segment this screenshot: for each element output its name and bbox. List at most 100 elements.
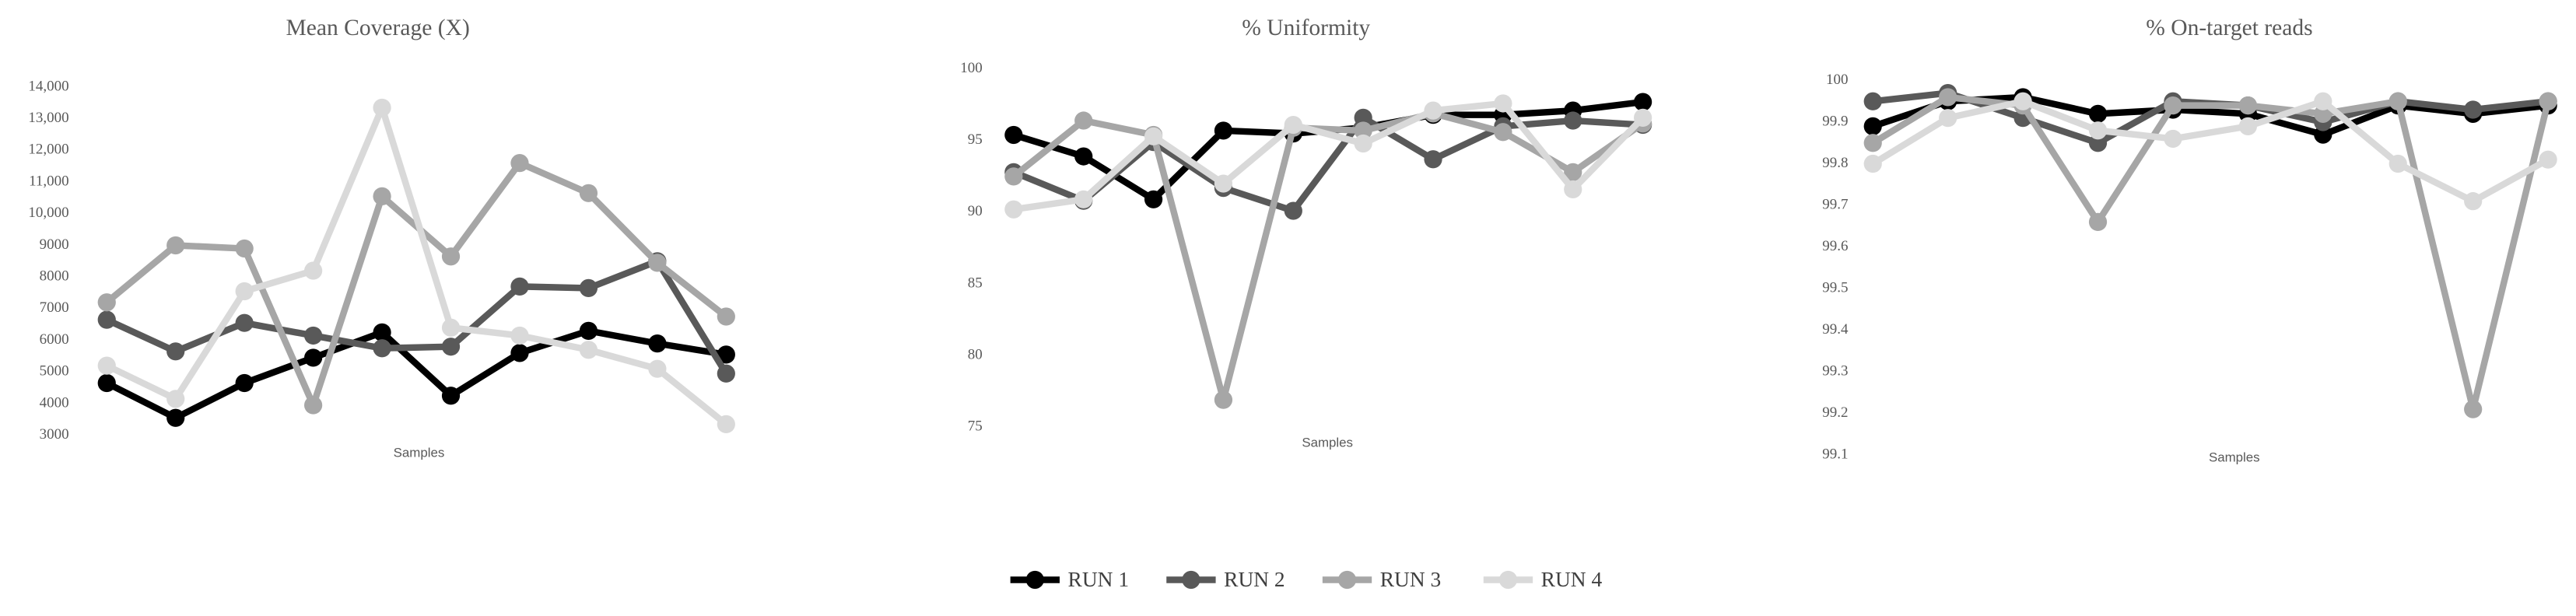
data-point bbox=[441, 338, 461, 356]
legend-marker bbox=[1025, 570, 1044, 590]
y-tick-label: 75 bbox=[968, 418, 983, 434]
data-point bbox=[1494, 123, 1512, 142]
x-axis-label: Samples bbox=[1302, 436, 1353, 450]
y-tick-label: 90 bbox=[968, 203, 983, 219]
data-point bbox=[1284, 115, 1302, 135]
data-point bbox=[510, 154, 529, 173]
data-point bbox=[97, 373, 116, 393]
y-tick-label: 99.6 bbox=[1822, 238, 1848, 254]
y-tick-label: 99.3 bbox=[1822, 362, 1848, 379]
data-point bbox=[1144, 127, 1163, 145]
data-point bbox=[166, 390, 185, 408]
data-point bbox=[1074, 111, 1093, 130]
y-tick-label: 3000 bbox=[40, 426, 69, 443]
data-point bbox=[303, 326, 323, 345]
data-point bbox=[441, 247, 461, 266]
data-point bbox=[2088, 121, 2108, 140]
y-tick-label: 11,000 bbox=[29, 173, 69, 189]
data-point bbox=[2088, 212, 2108, 232]
data-point bbox=[1424, 101, 1442, 120]
data-point bbox=[1939, 88, 1957, 107]
data-point bbox=[1939, 109, 1957, 128]
y-tick-label: 99.2 bbox=[1822, 404, 1848, 421]
data-point bbox=[579, 278, 598, 298]
data-point bbox=[1494, 94, 1512, 113]
data-point bbox=[2539, 92, 2557, 110]
data-point bbox=[2314, 92, 2332, 110]
data-point bbox=[373, 323, 391, 341]
data-point bbox=[1564, 111, 1582, 130]
data-point bbox=[235, 313, 254, 332]
data-point bbox=[97, 310, 116, 329]
y-tick-label: 99.7 bbox=[1822, 196, 1848, 212]
legend-label: RUN 2 bbox=[1224, 568, 1285, 591]
y-tick-label: 10,000 bbox=[28, 205, 68, 221]
legend-marker bbox=[1182, 570, 1200, 590]
data-point bbox=[1214, 121, 1233, 140]
y-tick-label: 100 bbox=[1826, 72, 1849, 88]
data-point bbox=[1633, 93, 1652, 111]
y-tick-label: 14,000 bbox=[28, 78, 68, 94]
chart-title: Mean Coverage (X) bbox=[286, 16, 470, 40]
y-tick-label: 4000 bbox=[40, 394, 69, 411]
data-point bbox=[2388, 154, 2407, 173]
y-tick-label: 13,000 bbox=[28, 110, 68, 126]
data-point bbox=[166, 408, 185, 427]
data-point bbox=[235, 239, 254, 258]
data-point bbox=[2164, 96, 2182, 115]
data-point bbox=[303, 261, 323, 280]
data-point bbox=[441, 387, 461, 405]
data-point bbox=[373, 339, 391, 358]
data-point bbox=[1863, 154, 1882, 173]
data-point bbox=[97, 356, 116, 375]
y-tick-label: 95 bbox=[968, 131, 983, 148]
y-tick-label: 100 bbox=[960, 60, 983, 76]
data-point bbox=[1424, 150, 1442, 169]
data-point bbox=[1564, 180, 1582, 199]
data-point bbox=[97, 293, 116, 312]
data-point bbox=[373, 98, 391, 117]
data-point bbox=[2388, 92, 2407, 110]
y-tick-label: 12,000 bbox=[28, 142, 68, 158]
series-line bbox=[104, 159, 728, 409]
data-point bbox=[648, 254, 667, 272]
data-point bbox=[441, 318, 461, 337]
data-point bbox=[2238, 117, 2257, 135]
data-point bbox=[1004, 125, 1023, 145]
legend-marker bbox=[1498, 570, 1518, 590]
data-point bbox=[2464, 192, 2483, 211]
series-line bbox=[105, 104, 728, 427]
data-point bbox=[1074, 147, 1093, 166]
data-point bbox=[303, 348, 323, 367]
data-point bbox=[1354, 134, 1372, 153]
data-point bbox=[1863, 92, 1882, 110]
data-point bbox=[717, 364, 735, 383]
data-point bbox=[1354, 108, 1372, 127]
data-point bbox=[166, 342, 185, 361]
data-point bbox=[579, 341, 598, 359]
data-point bbox=[579, 184, 598, 202]
data-point bbox=[2164, 129, 2182, 149]
series-line bbox=[1011, 110, 1645, 404]
y-tick-label: 9000 bbox=[40, 236, 69, 253]
data-point bbox=[510, 277, 529, 296]
series-line bbox=[1012, 98, 1644, 203]
y-tick-label: 85 bbox=[968, 275, 983, 291]
y-tick-label: 99.4 bbox=[1822, 321, 1849, 338]
x-axis-label: Samples bbox=[394, 445, 445, 460]
series-line bbox=[1013, 100, 1645, 213]
data-point bbox=[648, 334, 667, 353]
y-tick-label: 80 bbox=[968, 346, 983, 362]
series-line bbox=[105, 327, 727, 422]
data-point bbox=[2088, 134, 2108, 152]
series-line bbox=[1871, 93, 2552, 413]
data-point bbox=[1214, 174, 1233, 193]
y-tick-label: 99.8 bbox=[1822, 155, 1848, 171]
y-tick-label: 99.5 bbox=[1822, 279, 1848, 296]
y-tick-label: 7000 bbox=[40, 299, 69, 316]
data-point bbox=[579, 321, 598, 340]
data-point bbox=[303, 396, 323, 415]
data-point bbox=[2464, 400, 2483, 418]
data-point bbox=[510, 326, 529, 345]
